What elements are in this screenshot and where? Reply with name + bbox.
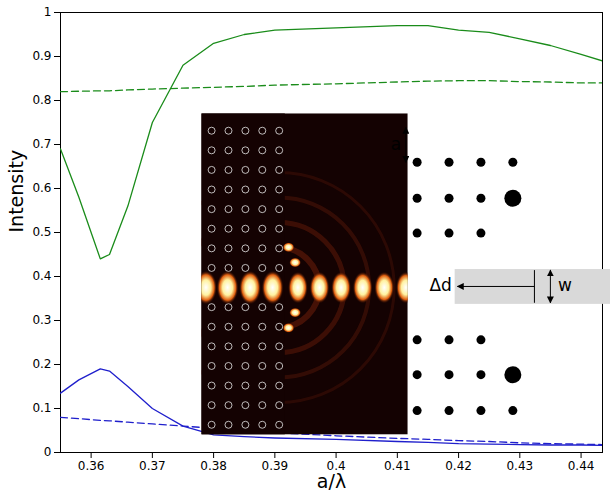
svg-text:1: 1 <box>44 5 52 19</box>
svg-text:0.38: 0.38 <box>200 459 227 473</box>
svg-text:0.7: 0.7 <box>32 137 51 151</box>
svg-text:0.42: 0.42 <box>445 459 472 473</box>
svg-text:0.36: 0.36 <box>78 459 105 473</box>
svg-text:a: a <box>391 134 401 154</box>
svg-text:0.43: 0.43 <box>506 459 533 473</box>
svg-text:a/λ: a/λ <box>317 470 346 492</box>
svg-text:0.1: 0.1 <box>32 401 51 415</box>
svg-text:0.4: 0.4 <box>32 269 51 283</box>
svg-text:0.4: 0.4 <box>326 459 346 473</box>
svg-text:0.3: 0.3 <box>32 313 51 327</box>
svg-text:0.8: 0.8 <box>32 93 51 107</box>
svg-text:0.41: 0.41 <box>384 459 411 473</box>
svg-text:0.2: 0.2 <box>32 357 51 371</box>
svg-text:0.9: 0.9 <box>32 49 51 63</box>
svg-text:Intensity: Intensity <box>5 150 27 233</box>
svg-text:0.5: 0.5 <box>32 225 51 239</box>
svg-text:0.37: 0.37 <box>139 459 166 473</box>
svg-text:0.39: 0.39 <box>261 459 288 473</box>
svg-text:0.44: 0.44 <box>568 459 595 473</box>
svg-text:w: w <box>558 275 572 295</box>
svg-text:0.6: 0.6 <box>32 181 51 195</box>
svg-text:Δd: Δd <box>429 275 451 295</box>
svg-text:0: 0 <box>44 445 52 459</box>
